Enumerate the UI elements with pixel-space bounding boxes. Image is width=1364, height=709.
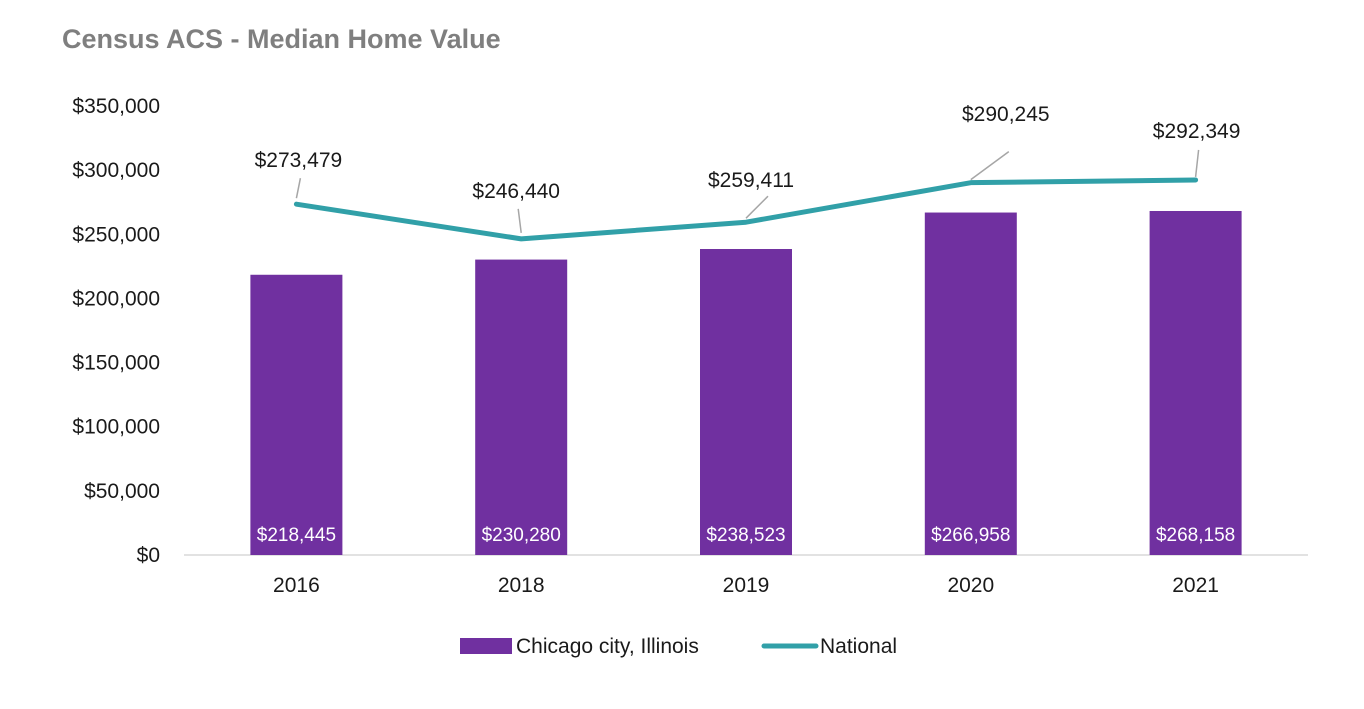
leader-line — [1194, 149, 1200, 178]
line-data-label: $246,440 — [472, 180, 560, 203]
x-tick-label: 2021 — [1172, 574, 1219, 597]
y-tick-label: $100,000 — [72, 416, 160, 439]
y-tick-label: $300,000 — [72, 159, 160, 182]
y-tick-label: $350,000 — [72, 95, 160, 118]
bar-2020 — [924, 212, 1017, 556]
bar-data-label: $266,958 — [931, 525, 1010, 546]
x-tick-label: 2018 — [498, 574, 545, 597]
bar-data-label: $268,158 — [1156, 525, 1235, 546]
leader-lines — [295, 149, 1200, 233]
leader-line — [745, 195, 769, 219]
legend-label-national: National — [820, 635, 897, 658]
y-tick-label: $50,000 — [84, 480, 160, 503]
x-tick-label: 2020 — [947, 574, 994, 597]
y-tick-label: $0 — [137, 544, 160, 567]
bar-2019 — [700, 249, 792, 555]
leader-line — [295, 178, 302, 199]
bar-data-label: $238,523 — [706, 525, 785, 546]
y-tick-label: $150,000 — [72, 352, 160, 375]
x-axis: 2016 2018 2019 2020 2021 — [273, 574, 1219, 597]
line-data-label: $292,349 — [1153, 120, 1241, 143]
y-tick-label: $200,000 — [72, 287, 160, 310]
chart-title: Census ACS - Median Home Value — [62, 24, 501, 54]
line-series-national — [293, 177, 1199, 242]
legend-swatch-bar — [460, 638, 512, 654]
y-axis: $0 $50,000 $100,000 $150,000 $200,000 $250,00… — [72, 95, 160, 567]
leader-line — [517, 208, 522, 233]
leader-line — [970, 151, 1010, 181]
legend: Chicago city, Illinois National — [460, 635, 897, 658]
bar-2018 — [475, 259, 568, 555]
line-data-label: $290,245 — [962, 103, 1050, 126]
line-labels: $273,479 $246,440 $259,411 $290,245 $292,349 — [255, 103, 1241, 203]
line-data-label: $259,411 — [708, 169, 794, 192]
bar-series — [250, 210, 1242, 556]
bar-data-label: $230,280 — [482, 525, 561, 546]
bar-data-label: $218,445 — [257, 525, 336, 546]
x-tick-label: 2019 — [723, 574, 770, 597]
x-tick-label: 2016 — [273, 574, 320, 597]
legend-label-chicago: Chicago city, Illinois — [516, 635, 699, 658]
y-tick-label: $250,000 — [72, 223, 160, 246]
bar-2021 — [1149, 210, 1242, 556]
bar-2016 — [250, 274, 343, 555]
line-data-label: $273,479 — [255, 149, 343, 172]
bar-labels: $218,445 $230,280 $238,523 $266,958 $268,158 — [257, 525, 1235, 546]
